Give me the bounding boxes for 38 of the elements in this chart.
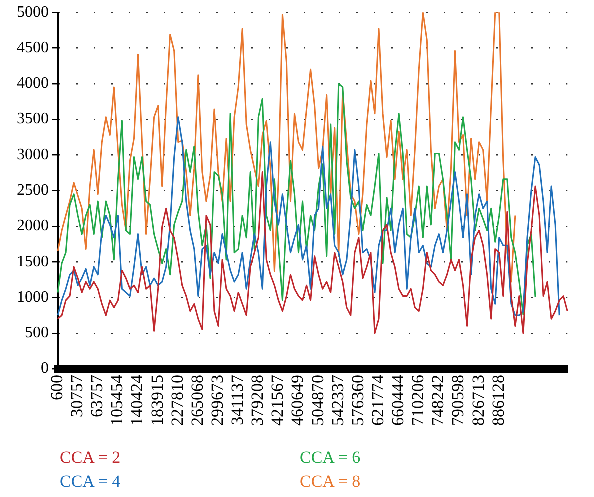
x-tick-label: 504870 bbox=[308, 375, 328, 426]
text: CCA = 6 bbox=[300, 448, 362, 469]
y-tick-label: 2000 bbox=[17, 218, 49, 235]
x-tick-label: 30757 bbox=[68, 374, 87, 418]
x-tick-label: 421567 bbox=[268, 374, 288, 426]
x-tick-label: 621774 bbox=[368, 374, 388, 426]
x-tick-label: 341137 bbox=[228, 374, 248, 426]
y-tick-label: 2500 bbox=[17, 182, 49, 200]
x-tick-label: 542337 bbox=[328, 374, 348, 426]
y-tick-label: 0 bbox=[41, 360, 49, 378]
x-tick-label: 710206 bbox=[408, 375, 428, 426]
x-tick-label: 63757 bbox=[88, 374, 107, 418]
x-tick-label: 105454 bbox=[108, 374, 127, 426]
x-tick-label: 140424 bbox=[128, 374, 147, 426]
y-tick-label: 4500 bbox=[17, 39, 49, 56]
x-tick-label: 576360 bbox=[348, 375, 368, 426]
y-tick-label: 5000 bbox=[17, 4, 49, 21]
text: CCA = 2 bbox=[60, 448, 122, 469]
x-tick-label: 886128 bbox=[488, 375, 508, 426]
y-tick-label: 3000 bbox=[17, 146, 49, 164]
x-tick-label: 299673 bbox=[208, 375, 227, 426]
x-tick-label: 600 bbox=[47, 375, 66, 400]
x-tick-label: 790598 bbox=[448, 375, 468, 426]
x-tick-label: 227810 bbox=[168, 375, 187, 426]
x-tick-label: 379208 bbox=[248, 375, 268, 426]
x-tick-label: 660444 bbox=[388, 374, 408, 426]
y-tick-label: 1500 bbox=[17, 253, 49, 270]
text: CCA = 4 bbox=[60, 472, 122, 493]
x-tick-label: 183915 bbox=[148, 375, 167, 426]
y-tick-label: 500 bbox=[25, 324, 49, 342]
x-tick-label: 460649 bbox=[288, 375, 308, 426]
x-tick-label: 826713 bbox=[468, 375, 488, 426]
x-tick-label: 265068 bbox=[188, 375, 207, 426]
y-tick-label: 1000 bbox=[17, 288, 49, 306]
y-tick-label: 3500 bbox=[17, 110, 49, 128]
x-tick-label: 748242 bbox=[428, 375, 448, 426]
y-tick-label: 4000 bbox=[17, 75, 49, 92]
text: CCA = 8 bbox=[300, 472, 362, 493]
